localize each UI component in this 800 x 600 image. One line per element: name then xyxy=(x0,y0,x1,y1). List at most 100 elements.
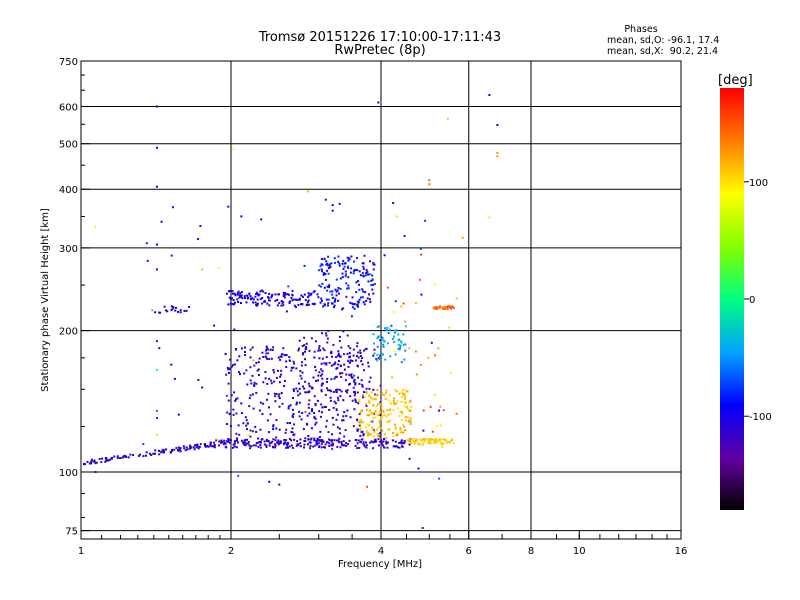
data-point xyxy=(207,445,210,448)
data-point xyxy=(371,283,374,286)
data-point xyxy=(368,424,371,427)
data-point xyxy=(321,377,324,380)
data-point xyxy=(315,340,317,343)
data-point xyxy=(302,352,305,354)
data-point xyxy=(419,364,422,366)
data-point xyxy=(265,352,268,355)
data-point xyxy=(336,439,338,442)
data-point xyxy=(272,438,275,441)
y-tick-label: 600 xyxy=(59,103,78,114)
data-point xyxy=(343,411,346,414)
data-point xyxy=(383,413,386,416)
data-point xyxy=(314,444,317,447)
data-point xyxy=(338,340,341,342)
data-point xyxy=(165,448,168,451)
data-point xyxy=(145,242,148,245)
data-point xyxy=(229,441,231,444)
x-axis-label: Frequency [MHz] xyxy=(338,559,422,570)
grid-lines xyxy=(81,60,681,539)
data-point xyxy=(338,388,341,391)
data-point xyxy=(245,369,248,372)
data-point xyxy=(241,297,244,300)
data-point xyxy=(188,306,191,308)
data-point xyxy=(347,267,350,269)
data-point xyxy=(350,267,353,270)
data-point xyxy=(83,463,85,466)
y-tick-label: 750 xyxy=(59,57,78,68)
data-point xyxy=(299,392,302,395)
data-point xyxy=(311,408,313,411)
data-point xyxy=(229,302,232,305)
data-point xyxy=(261,351,264,354)
data-point xyxy=(331,204,334,207)
data-point xyxy=(171,206,174,209)
data-point xyxy=(445,439,448,442)
data-point xyxy=(488,216,491,219)
data-point xyxy=(230,425,232,427)
data-point xyxy=(273,371,275,374)
data-point xyxy=(280,369,283,372)
data-point xyxy=(304,380,307,383)
data-point xyxy=(307,406,310,409)
data-point xyxy=(366,423,369,426)
data-point xyxy=(339,288,342,290)
data-point xyxy=(320,258,323,261)
data-point xyxy=(331,296,334,299)
data-point xyxy=(383,340,386,343)
data-point xyxy=(377,435,380,437)
data-point xyxy=(398,338,401,341)
y-tick-label: 100 xyxy=(59,468,78,479)
data-point xyxy=(341,276,344,279)
data-point xyxy=(354,398,357,401)
data-point xyxy=(353,380,356,383)
data-point xyxy=(266,398,268,401)
data-point xyxy=(233,363,236,366)
data-point xyxy=(264,292,267,294)
y-axis-label: Stationary phase Virtual Height [km] xyxy=(40,208,51,392)
data-point xyxy=(175,306,177,309)
data-point xyxy=(255,382,258,385)
data-point xyxy=(359,349,362,352)
data-point xyxy=(372,354,375,357)
data-point xyxy=(240,347,243,350)
data-point xyxy=(373,441,376,443)
data-point xyxy=(403,439,406,442)
data-point xyxy=(438,409,441,412)
data-point xyxy=(386,420,389,423)
data-point xyxy=(324,443,327,446)
data-point xyxy=(240,302,242,304)
data-point xyxy=(171,448,173,451)
data-point xyxy=(338,354,340,357)
data-point xyxy=(271,445,274,448)
data-point xyxy=(197,238,199,241)
data-point xyxy=(276,304,279,307)
data-point xyxy=(201,268,204,271)
data-point xyxy=(287,285,290,288)
data-point xyxy=(246,438,248,441)
data-point xyxy=(139,453,141,456)
data-point xyxy=(377,335,380,338)
colorbar-tick-label: 100 xyxy=(749,178,768,189)
data-point xyxy=(400,391,403,394)
data-point xyxy=(154,452,156,455)
data-point xyxy=(365,430,368,433)
data-point xyxy=(287,405,290,408)
data-point xyxy=(285,439,288,442)
data-point xyxy=(383,438,386,441)
data-point xyxy=(399,344,402,347)
data-point xyxy=(257,368,260,371)
data-point xyxy=(295,444,298,447)
data-point xyxy=(244,444,247,447)
data-point xyxy=(303,293,306,296)
data-point xyxy=(256,304,259,307)
data-point xyxy=(304,299,307,302)
data-point xyxy=(361,357,364,360)
data-point xyxy=(339,446,342,449)
data-point xyxy=(156,417,158,420)
data-point xyxy=(353,374,355,377)
data-point xyxy=(308,399,311,402)
data-point xyxy=(186,448,189,451)
data-point xyxy=(297,349,300,352)
data-point xyxy=(253,384,256,387)
